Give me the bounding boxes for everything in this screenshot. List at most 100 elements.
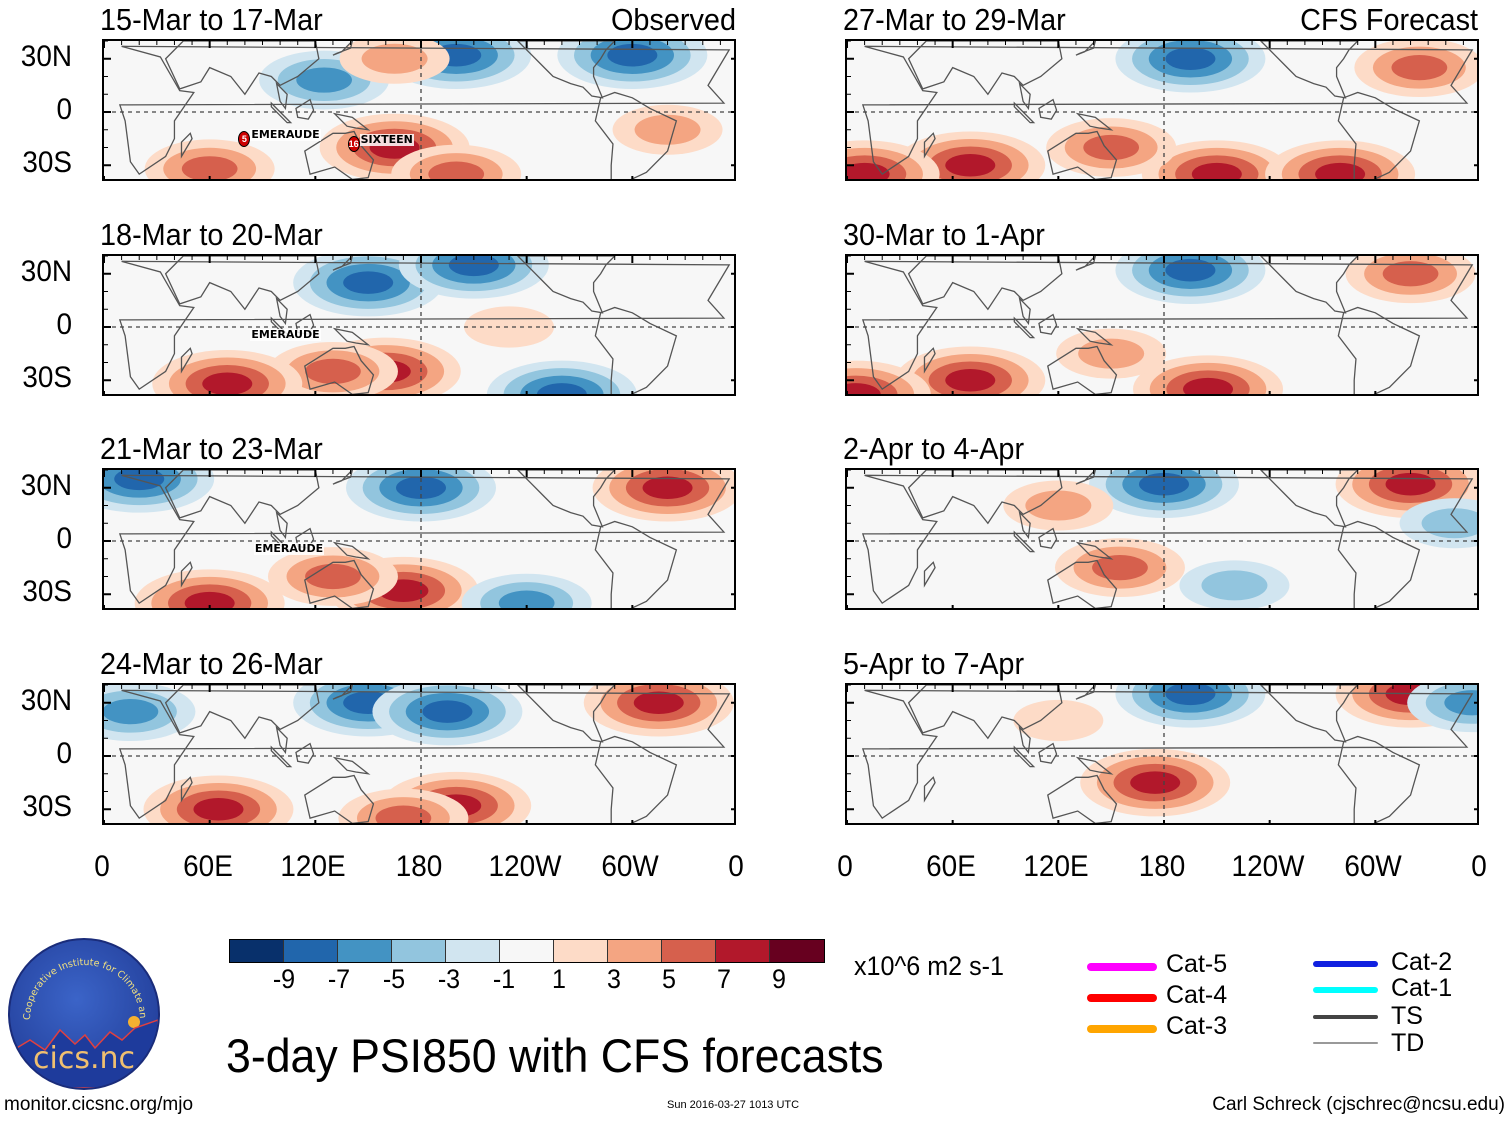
coastline bbox=[1075, 327, 1114, 346]
coastline bbox=[118, 689, 731, 820]
map-panel bbox=[845, 39, 1479, 181]
coastline bbox=[304, 559, 375, 608]
anomaly-contour bbox=[361, 43, 428, 74]
coastline bbox=[1075, 41, 1096, 56]
coastline bbox=[1038, 742, 1058, 764]
coastline bbox=[594, 306, 678, 394]
coastline bbox=[164, 256, 320, 311]
coastline bbox=[332, 541, 371, 560]
coastline bbox=[1075, 756, 1114, 775]
storm-label: EMERAUDE bbox=[253, 542, 325, 556]
colorbar-tick-label: 3 bbox=[607, 964, 621, 994]
legend-line-cat-4 bbox=[1087, 994, 1157, 1002]
longitude-label: 0 bbox=[728, 850, 744, 883]
latitude-label: 30N bbox=[20, 468, 72, 502]
anomaly-contour bbox=[1201, 570, 1268, 601]
coastline bbox=[516, 41, 616, 99]
anomaly-contour bbox=[1165, 47, 1216, 71]
coastline bbox=[1013, 745, 1036, 768]
coastline bbox=[304, 345, 375, 394]
anomaly-contour bbox=[642, 476, 693, 500]
anomaly-contour bbox=[1315, 162, 1366, 179]
coastline bbox=[295, 98, 315, 120]
latitude-label: 0 bbox=[56, 522, 72, 555]
coastline bbox=[180, 347, 193, 374]
anomaly-contour bbox=[945, 153, 996, 177]
longitude-label: 60W bbox=[601, 850, 660, 883]
coastline bbox=[332, 756, 371, 775]
coastline bbox=[332, 256, 353, 271]
figure-title: 3-day PSI850 with CFS forecasts bbox=[226, 1029, 884, 1082]
coastline bbox=[516, 685, 616, 743]
longitude-label: 120W bbox=[488, 850, 562, 883]
coastline bbox=[861, 260, 1474, 391]
observed-label: Observed bbox=[611, 2, 736, 37]
logo-mountains bbox=[10, 1019, 158, 1088]
colorbar-swatch bbox=[554, 940, 608, 962]
panel-title: 21-Mar to 23-Mar bbox=[100, 431, 323, 466]
storm-label: EMERAUDE bbox=[250, 127, 321, 141]
coastline bbox=[275, 725, 288, 755]
anomaly-field bbox=[847, 41, 1477, 179]
map-panel bbox=[845, 254, 1479, 396]
longitude-label: 60E bbox=[182, 850, 233, 883]
coastline bbox=[594, 735, 678, 823]
longitude-label: 60W bbox=[1344, 850, 1403, 883]
coastline bbox=[1337, 520, 1421, 608]
colorbar bbox=[229, 939, 825, 963]
latitude-label: 0 bbox=[56, 93, 72, 126]
latitude-label: 30N bbox=[20, 683, 72, 717]
anomaly-contour bbox=[1165, 685, 1216, 706]
coastline bbox=[1337, 735, 1421, 823]
latitude-label: 30S bbox=[22, 575, 72, 609]
map-panel bbox=[102, 254, 736, 396]
latitude-label: 30N bbox=[20, 254, 72, 288]
anomaly-contour bbox=[202, 372, 253, 394]
anomaly-contour bbox=[375, 805, 432, 823]
map-panel bbox=[102, 468, 736, 610]
panel-title: 30-Mar to 1-Apr bbox=[843, 217, 1045, 252]
coastline bbox=[295, 742, 315, 764]
coastline bbox=[1337, 91, 1421, 179]
anomaly-contour bbox=[1013, 699, 1104, 742]
legend-line-cat-2 bbox=[1313, 961, 1378, 967]
longitude-label: 0 bbox=[1471, 850, 1487, 883]
coastline bbox=[923, 561, 936, 588]
map-panel bbox=[845, 468, 1479, 610]
coastline bbox=[164, 470, 320, 525]
anomaly-contour bbox=[634, 114, 701, 145]
coastline bbox=[332, 470, 353, 485]
colorbar-swatch bbox=[662, 940, 716, 962]
longitude-label: 60E bbox=[925, 850, 976, 883]
coastline bbox=[861, 474, 1474, 605]
anomaly-contour bbox=[343, 271, 394, 294]
coastline bbox=[1259, 685, 1359, 743]
anomaly-contour bbox=[1191, 162, 1242, 179]
longitude-label: 120W bbox=[1231, 850, 1305, 883]
legend-label: Cat-2 bbox=[1391, 948, 1453, 976]
anomaly-contour bbox=[184, 591, 235, 608]
coastline bbox=[118, 474, 731, 605]
coastline bbox=[164, 41, 320, 96]
logo-graphic: Cooperative Institute for Climate and Sa… bbox=[10, 940, 158, 1088]
legend-label: Cat-5 bbox=[1166, 950, 1228, 978]
colorbar-swatch bbox=[338, 940, 392, 962]
panel-title: 5-Apr to 7-Apr bbox=[843, 646, 1025, 681]
coastline bbox=[304, 774, 375, 823]
legend-label: Cat-3 bbox=[1166, 1012, 1228, 1040]
anomaly-contour bbox=[1078, 338, 1145, 369]
anomaly-field bbox=[104, 256, 734, 394]
coastline bbox=[118, 45, 731, 176]
coastline bbox=[275, 81, 288, 111]
coastline bbox=[1018, 296, 1031, 326]
coastline bbox=[332, 41, 353, 56]
anomaly-field bbox=[104, 41, 734, 179]
coastline bbox=[1013, 101, 1036, 124]
anomaly-contour bbox=[498, 590, 555, 608]
coastline bbox=[1047, 559, 1118, 608]
website-url[interactable]: monitor.cicsnc.org/mjo bbox=[4, 1094, 194, 1115]
legend-line-cat-5 bbox=[1087, 963, 1157, 971]
colorbar-units: x10^6 m2 s-1 bbox=[854, 951, 1004, 981]
cicsnc-logo: Cooperative Institute for Climate and Sa… bbox=[8, 938, 160, 1090]
legend-line-cat-3 bbox=[1087, 1025, 1157, 1033]
